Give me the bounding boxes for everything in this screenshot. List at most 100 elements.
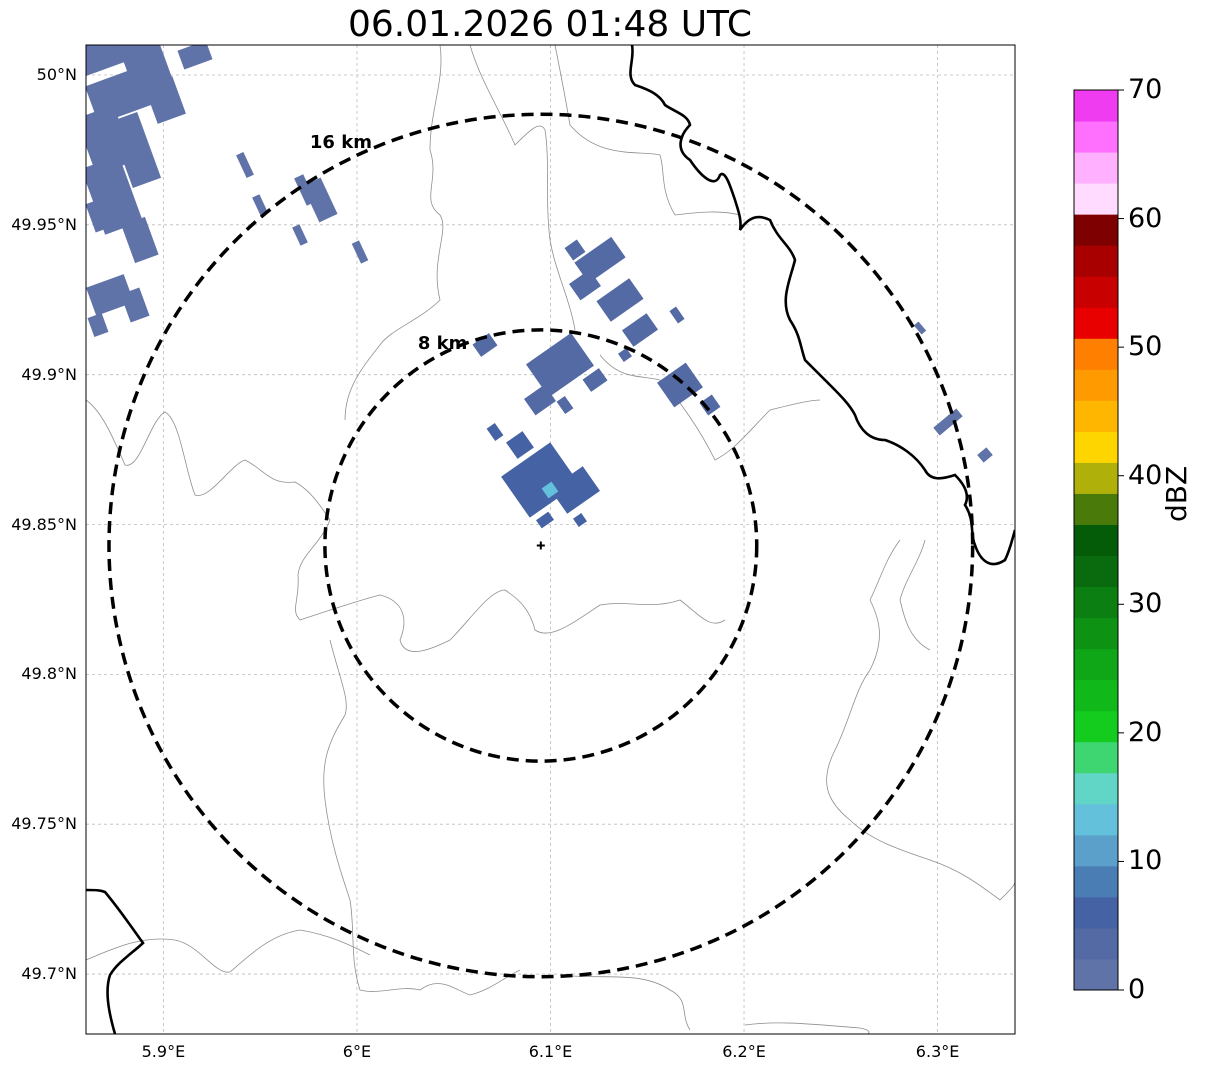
map-title: 06.01.2026 01:48 UTC [347, 4, 753, 45]
echo-cell [87, 313, 109, 337]
radar-echoes [86, 45, 993, 529]
colorbar-segment [1074, 710, 1118, 743]
echo-cell [535, 511, 555, 529]
echo-cell [121, 216, 159, 264]
echo-cell [524, 384, 556, 416]
colorbar-segment [1074, 586, 1118, 619]
x-tick-label: 6°E [342, 1042, 372, 1061]
echo-cell [86, 274, 134, 316]
colorbar-title: dBZ [1160, 465, 1193, 522]
colorbar-segment [1074, 617, 1118, 650]
echo-cell [86, 45, 134, 80]
y-tick-label: 49.9°N [21, 364, 77, 384]
echo-cell [669, 306, 685, 324]
echo-cell [582, 368, 608, 392]
country-border-line [629, 45, 1015, 566]
echo-cell [526, 332, 594, 398]
echo-cell [556, 395, 574, 415]
admin-boundary-line [744, 1022, 870, 1034]
echo-cell [292, 224, 308, 246]
colorbar-tick-label: 10 [1128, 845, 1163, 877]
colorbar-segment [1074, 307, 1118, 339]
echo-cell [501, 442, 579, 518]
x-tick-label: 6.3°E [915, 1042, 960, 1061]
admin-boundary-line [469, 45, 576, 331]
colorbar-frame [1073, 89, 1119, 991]
echo-cell [252, 194, 268, 216]
colorbar-segment [1074, 462, 1118, 494]
y-tick-label: 49.85°N [11, 514, 77, 534]
admin-boundary-line [86, 399, 726, 652]
plot-frame [85, 44, 1016, 1035]
echo-cell [145, 57, 175, 93]
x-tick-label: 6.2°E [722, 1042, 766, 1061]
echo-cell [569, 269, 601, 301]
admin-boundary-line [469, 969, 691, 1031]
admin-boundary-line [899, 539, 931, 651]
admin-boundary-line [826, 539, 1015, 901]
echo-cell [621, 313, 659, 347]
echo-cell [618, 348, 632, 362]
echo-cell [541, 481, 559, 499]
admin-boundary-line [323, 639, 471, 996]
echo-cell [550, 466, 600, 514]
admin-boundary-line [599, 354, 821, 461]
colorbar-segment [1074, 803, 1118, 836]
echo-cell [913, 321, 927, 335]
colorbar-segment [1074, 431, 1118, 463]
colorbar-segment [1074, 90, 1118, 122]
colorbar-segment [1074, 927, 1118, 960]
echo-cell [86, 197, 115, 233]
ring-label-16km: 16 km [309, 132, 372, 154]
colorbar-tick-label: 0 [1128, 974, 1146, 1005]
admin-boundary-line [554, 45, 741, 216]
range-rings [107, 112, 975, 979]
colorbar-segment [1074, 896, 1118, 929]
echo-cell [302, 177, 338, 223]
echo-cell [108, 111, 162, 189]
colorbar-segment [1074, 245, 1118, 277]
echo-cell [351, 240, 369, 264]
echo-cell [596, 278, 644, 322]
colorbar-segment [1074, 493, 1118, 525]
colorbar-segment [1074, 369, 1118, 401]
colorbar-tick-label: 70 [1128, 74, 1163, 105]
colorbar-segment [1074, 276, 1118, 308]
echo-cell [977, 447, 993, 463]
echo-cell [564, 239, 586, 261]
radar-site-marker [536, 541, 545, 550]
country-borders [86, 45, 1015, 1034]
echo-cell [236, 151, 254, 179]
y-tick-label: 49.75°N [11, 814, 77, 834]
colorbar-tick-label: 40 [1128, 459, 1163, 491]
colorbar-segment [1074, 524, 1118, 557]
y-tick-label: 49.95°N [11, 214, 77, 234]
colorbar-segment [1074, 772, 1118, 805]
colorbar-segment [1074, 679, 1118, 712]
echo-cell [657, 362, 703, 408]
y-tick-label: 49.8°N [21, 664, 77, 684]
colorbar-segment [1074, 648, 1118, 681]
y-tick-label: 49.7°N [21, 964, 77, 984]
colorbar-segment [1074, 834, 1118, 867]
echo-cell [177, 45, 213, 70]
colorbar-tick-label: 20 [1128, 716, 1163, 748]
colorbar-segment [1074, 338, 1118, 370]
colorbar-tick-label: 30 [1128, 588, 1163, 620]
colorbar-segment [1074, 400, 1118, 432]
x-tick-label: 5.9°E [141, 1042, 186, 1061]
colorbar-segment [1074, 152, 1118, 184]
colorbar-segment [1074, 121, 1118, 153]
x-tick-label: 6.1°E [528, 1042, 573, 1061]
colorbar-segment [1074, 214, 1118, 246]
colorbar-tick-label: 50 [1128, 331, 1163, 363]
colorbar-segment [1074, 958, 1118, 991]
colorbar-segment [1074, 555, 1118, 588]
colorbar-segment [1074, 741, 1118, 774]
y-tick-label: 50°N [36, 64, 77, 84]
ring-label-8km: 8 km [417, 332, 468, 354]
echo-cell [486, 422, 504, 442]
colorbar-segment [1074, 183, 1118, 215]
echo-cell [120, 287, 150, 323]
